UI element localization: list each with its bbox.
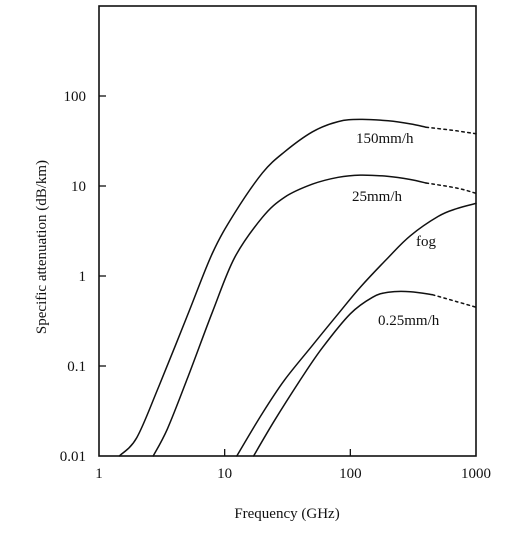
y-tick-label: 10 bbox=[71, 179, 86, 195]
y-axis-ticks: 0.01 0.1 1 10 100 bbox=[60, 89, 106, 465]
y-tick-label: 100 bbox=[64, 89, 87, 105]
x-tick-label: 1 bbox=[95, 466, 103, 482]
series-line-0-25mm-h bbox=[252, 290, 434, 457]
series-label-25mm-h: 25mm/h bbox=[352, 189, 403, 205]
series-label-0-25mm-h: 0.25mm/h bbox=[378, 313, 440, 329]
series-line-150mm-h bbox=[118, 118, 427, 457]
series-layer bbox=[118, 118, 477, 457]
x-axis-ticks: 1 10 100 1000 bbox=[95, 449, 491, 482]
series-line-fog bbox=[236, 202, 477, 457]
y-tick-label: 1 bbox=[79, 269, 87, 285]
y-tick-label: 0.1 bbox=[67, 359, 86, 375]
x-tick-label: 100 bbox=[339, 466, 362, 482]
series-extrapolation-25mm-h bbox=[425, 182, 477, 195]
x-axis-title: Frequency (GHz) bbox=[234, 506, 339, 522]
y-axis-title: Specific attenuation (dB/km) bbox=[34, 160, 50, 334]
y-tick-label: 0.01 bbox=[60, 449, 86, 465]
series-extrapolation-0-25mm-h bbox=[431, 293, 477, 308]
series-extrapolation-150mm-h bbox=[425, 126, 477, 135]
series-label-fog: fog bbox=[416, 234, 436, 250]
series-labels: 150mm/h 25mm/h fog 0.25mm/h bbox=[352, 131, 440, 329]
series-line-25mm-h bbox=[152, 174, 427, 457]
x-tick-label: 10 bbox=[217, 466, 232, 482]
plot-frame bbox=[98, 5, 477, 457]
x-tick-label: 1000 bbox=[461, 466, 491, 482]
series-label-150mm-h: 150mm/h bbox=[356, 131, 414, 147]
